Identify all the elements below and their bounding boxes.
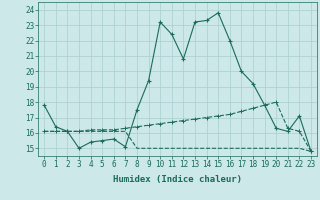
X-axis label: Humidex (Indice chaleur): Humidex (Indice chaleur) — [113, 175, 242, 184]
